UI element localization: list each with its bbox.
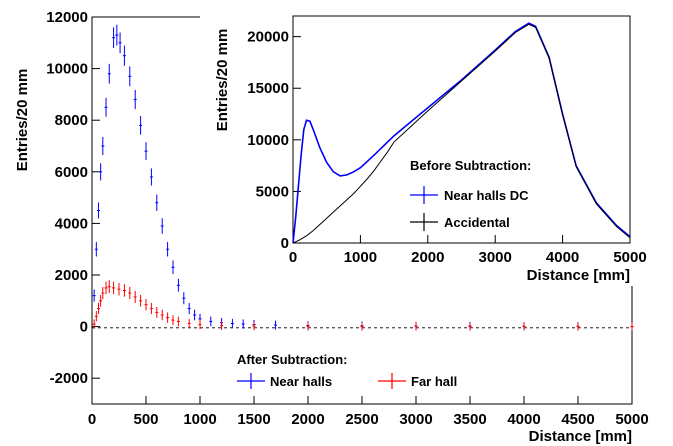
x-tick-label: 2000 (411, 249, 444, 266)
x-tick-label: 3000 (399, 411, 432, 428)
legend-near-halls-dc-label: Near halls DC (444, 188, 529, 203)
y-tick-label: 12000 (46, 9, 88, 26)
legend-far-hall-label: Far hall (411, 374, 457, 389)
main-plot: 0 500 1000 1500 2000 2500 3000 3500 4000 4500 5000… (14, 9, 649, 445)
y-tick-label: 20000 (247, 29, 289, 46)
inset-background (200, 8, 640, 286)
x-tick-label: 2000 (291, 411, 324, 428)
inset-plot: 0 1000 2000 3000 4000 5000 0 5000 10000 15000 2000… (200, 8, 647, 286)
x-tick-label: 5000 (613, 249, 646, 266)
inset-ylabel: Entries/20 mm (214, 29, 231, 132)
y-tick-label: 10000 (247, 132, 289, 149)
x-tick-label: 1000 (183, 411, 216, 428)
x-tick-label: 500 (133, 411, 158, 428)
x-tick-label: 0 (88, 411, 96, 428)
main-tick-labels: 0 500 1000 1500 2000 2500 3000 3500 4000 4500 5000… (46, 9, 648, 428)
main-ticks (91, 16, 633, 404)
inset-legend-title: Before Subtraction: (410, 158, 531, 173)
x-tick-label: 1500 (237, 411, 270, 428)
y-tick-label: 8000 (55, 112, 88, 129)
legend-near-halls-label: Near halls (270, 374, 332, 389)
x-tick-label: 2500 (345, 411, 378, 428)
y-tick-label: 5000 (256, 183, 289, 200)
x-tick-label: 0 (289, 249, 297, 266)
y-tick-label: 4000 (55, 215, 88, 232)
y-tick-label: -2000 (50, 370, 88, 387)
main-legend-title: After Subtraction: (237, 352, 348, 367)
inset-legend: Before Subtraction: Near halls DC Accide… (410, 158, 531, 231)
inset-xlabel: Distance [mm] (527, 267, 630, 284)
y-tick-label: 0 (281, 235, 289, 252)
x-tick-label: 3000 (479, 249, 512, 266)
y-tick-label: 6000 (55, 164, 88, 181)
y-tick-label: 2000 (55, 267, 88, 284)
x-tick-label: 4000 (507, 411, 540, 428)
y-tick-label: 15000 (247, 80, 289, 97)
main-ylabel: Entries/20 mm (14, 69, 31, 172)
inset-tick-labels: 0 1000 2000 3000 4000 5000 0 5000 10000 15000 2000… (247, 29, 646, 266)
main-series (92, 24, 634, 331)
x-tick-label: 1000 (344, 249, 377, 266)
x-tick-label: 4500 (561, 411, 594, 428)
inset-series (292, 22, 631, 244)
x-tick-label: 5000 (615, 411, 648, 428)
legend-accidental-label: Accidental (444, 215, 510, 230)
accidental-line (292, 23, 631, 244)
x-tick-label: 3500 (453, 411, 486, 428)
inset-plot-frame (292, 15, 631, 244)
x-tick-label: 4000 (546, 249, 579, 266)
y-tick-label: 0 (80, 319, 88, 336)
main-legend: After Subtraction: Near halls Far hall (237, 352, 457, 389)
y-tick-label: 10000 (46, 61, 88, 78)
main-xlabel: Distance [mm] (529, 428, 632, 445)
